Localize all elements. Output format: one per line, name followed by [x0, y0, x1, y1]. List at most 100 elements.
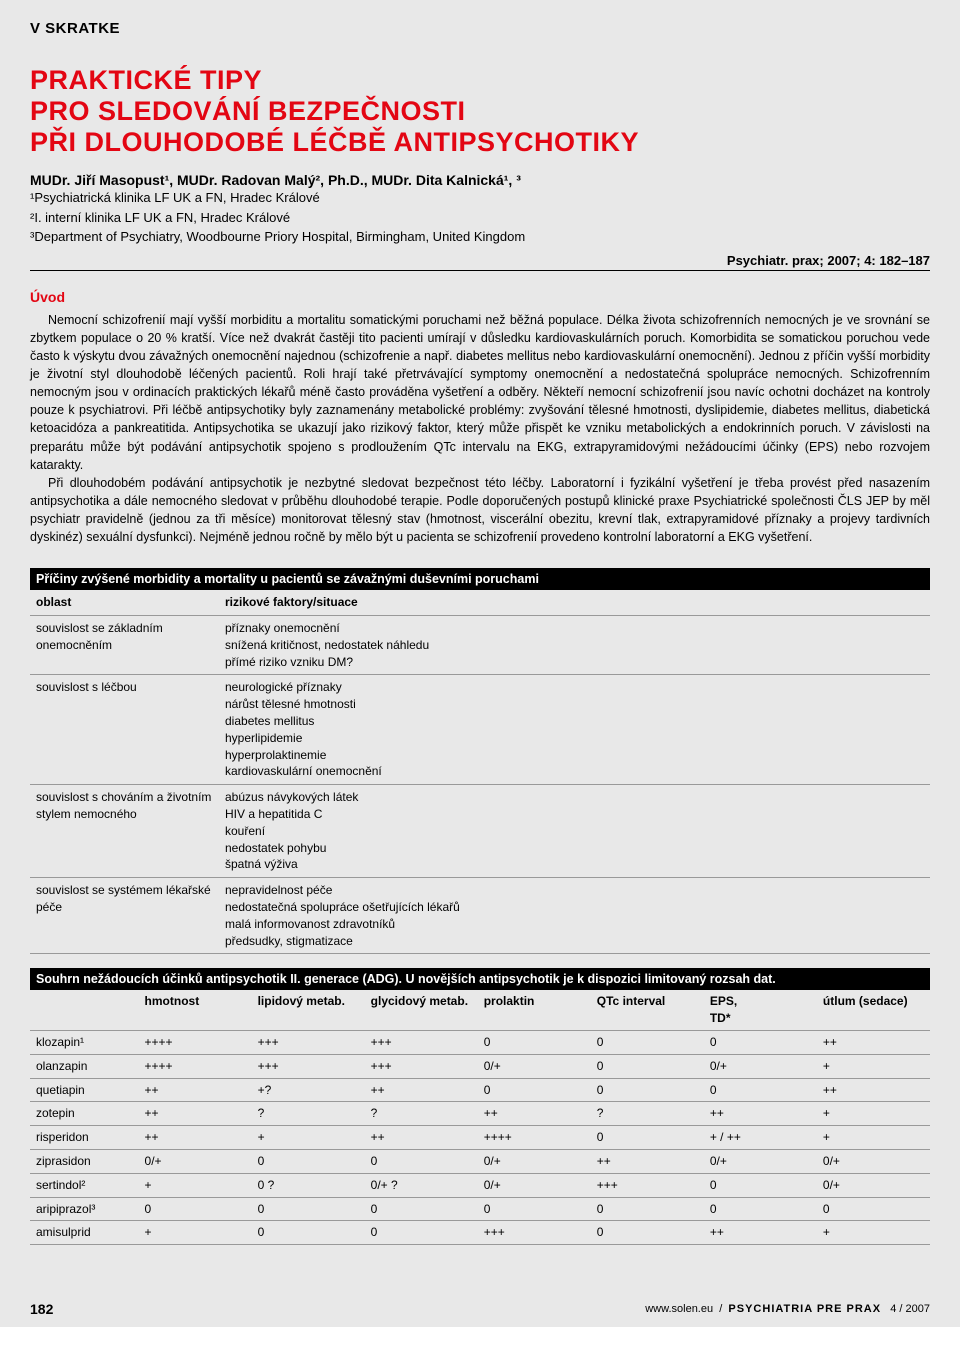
table2-cell: 0 — [704, 1078, 817, 1102]
table2-cell: 0 — [478, 1078, 591, 1102]
section-label: V SKRATKE — [30, 20, 930, 37]
table2-drug-name: amisulprid — [30, 1221, 139, 1245]
table2-cell: + / ++ — [704, 1126, 817, 1150]
table2-col-glycid: glycidový metab. — [365, 990, 478, 1030]
table1-factors: nepravidelnost péče nedostatečná spolupr… — [219, 878, 930, 954]
table2-cell: 0 — [817, 1197, 930, 1221]
table2-cell: 0/+ ? — [365, 1173, 478, 1197]
table2-cell: + — [817, 1102, 930, 1126]
table2-cell: ++ — [365, 1126, 478, 1150]
journal-reference: Psychiatr. prax; 2007; 4: 182–187 — [30, 253, 930, 271]
intro-paragraph-2: Při dlouhodobém podávání antipsychotik j… — [30, 474, 930, 547]
table1-header-factors: rizikové faktory/situace — [219, 590, 930, 615]
table2-row: ziprasidon0/+000/+++0/+0/+ — [30, 1149, 930, 1173]
table2-cell: 0/+ — [478, 1054, 591, 1078]
table2-cell: 0/+ — [817, 1149, 930, 1173]
intro-paragraph-1: Nemocní schizofrenií mají vyšší morbidit… — [30, 311, 930, 474]
table2-cell: +? — [252, 1078, 365, 1102]
table2-title: Souhrn nežádoucích účinků antipsychotik … — [30, 968, 930, 990]
footer-sep: / — [719, 1303, 722, 1315]
table2-cell: 0 — [704, 1173, 817, 1197]
table2-cell: 0 ? — [252, 1173, 365, 1197]
intro-body: Nemocní schizofrenií mají vyšší morbidit… — [30, 311, 930, 547]
table2-cell: ++ — [704, 1221, 817, 1245]
table2-drug-name: aripiprazol³ — [30, 1197, 139, 1221]
table1-title: Příčiny zvýšené morbidity a mortality u … — [30, 568, 930, 590]
table2-drug-name: olanzapin — [30, 1054, 139, 1078]
table1-factors: neurologické příznaky nárůst tělesné hmo… — [219, 675, 930, 785]
title-line-2: PRO SLEDOVÁNÍ BEZPEČNOSTI — [30, 96, 930, 127]
table2-col-eps: EPS, TD* — [704, 990, 817, 1030]
table2-cell: + — [139, 1221, 252, 1245]
affiliation-3: ³Department of Psychiatry, Woodbourne Pr… — [30, 227, 930, 247]
table2-col-hmotnost: hmotnost — [139, 990, 252, 1030]
title-line-3: PŘI DLOUHODOBÉ LÉČBĚ ANTIPSYCHOTIKY — [30, 127, 930, 158]
table2-cell: + — [817, 1054, 930, 1078]
table1-row: souvislost se základním onemocněním příz… — [30, 616, 930, 675]
table2-row: olanzapin++++++++++0/+00/++ — [30, 1054, 930, 1078]
table2-cell: +++ — [365, 1031, 478, 1055]
table2-cell: 0 — [704, 1031, 817, 1055]
table2-cell: 0 — [139, 1197, 252, 1221]
affiliation-1: ¹Psychiatrická klinika LF UK a FN, Hrade… — [30, 188, 930, 208]
table2-cell: 0 — [591, 1126, 704, 1150]
table2-cell: ++ — [704, 1102, 817, 1126]
table2-cell: ? — [365, 1102, 478, 1126]
footer-issue: 4 / 2007 — [890, 1303, 930, 1315]
table2-cell: 0/+ — [478, 1149, 591, 1173]
table2-cell: ++ — [139, 1102, 252, 1126]
table2-row: amisulprid+00+++0+++ — [30, 1221, 930, 1245]
affiliation-2: ²I. interní klinika LF UK a FN, Hradec K… — [30, 208, 930, 228]
table1-header-area: oblast — [30, 590, 219, 615]
page-footer: 182 www.solen.eu / PSYCHIATRIA PRE PRAX … — [30, 1295, 930, 1327]
table2-col-lipid: lipidový metab. — [252, 990, 365, 1030]
table2-cell: 0/+ — [704, 1054, 817, 1078]
article-title: PRAKTICKÉ TIPY PRO SLEDOVÁNÍ BEZPEČNOSTI… — [30, 65, 930, 158]
table1-area: souvislost se základním onemocněním — [30, 616, 219, 675]
table2-cell: ++++ — [139, 1031, 252, 1055]
table2-row: aripiprazol³0000000 — [30, 1197, 930, 1221]
table2-col-qtc: QTc interval — [591, 990, 704, 1030]
footer-right: www.solen.eu / PSYCHIATRIA PRE PRAX 4 / … — [645, 1303, 930, 1315]
table2-drug-name: ziprasidon — [30, 1149, 139, 1173]
table2-cell: 0 — [591, 1031, 704, 1055]
table2-col-utlum: útlum (sedace) — [817, 990, 930, 1030]
table2-cell: ++++ — [478, 1126, 591, 1150]
table1-area: souvislost s chováním a životním stylem … — [30, 785, 219, 878]
table2-drug-name: risperidon — [30, 1126, 139, 1150]
table2-drug-name: zotepin — [30, 1102, 139, 1126]
table2-cell: 0/+ — [478, 1173, 591, 1197]
footer-site: www.solen.eu — [645, 1303, 713, 1315]
table2-cell: + — [817, 1126, 930, 1150]
page-number: 182 — [30, 1301, 53, 1317]
table1: oblast rizikové faktory/situace souvislo… — [30, 590, 930, 954]
table2-cell: 0 — [252, 1149, 365, 1173]
table2-cell: 0/+ — [817, 1173, 930, 1197]
table2-cell: 0 — [252, 1221, 365, 1245]
table2-row: quetiapin+++?++000++ — [30, 1078, 930, 1102]
table1-factors: abúzus návykových látek HIV a hepatitida… — [219, 785, 930, 878]
table2-drug-name: quetiapin — [30, 1078, 139, 1102]
table2-col-prolaktin: prolaktin — [478, 990, 591, 1030]
table2-cell: 0 — [252, 1197, 365, 1221]
table2-drug-name: klozapin¹ — [30, 1031, 139, 1055]
table1-area: souvislost s léčbou — [30, 675, 219, 785]
table2-cell: 0/+ — [139, 1149, 252, 1173]
table2-cell: 0/+ — [704, 1149, 817, 1173]
table2-cell: + — [817, 1221, 930, 1245]
table2-cell: + — [252, 1126, 365, 1150]
table2-cell: +++ — [591, 1173, 704, 1197]
table2-row: sertindol²+0 ?0/+ ?0/++++00/+ — [30, 1173, 930, 1197]
table2-col-drug — [30, 990, 139, 1030]
table2-cell: +++ — [478, 1221, 591, 1245]
table2-cell: 0 — [478, 1197, 591, 1221]
table2-cell: ++ — [478, 1102, 591, 1126]
intro-heading: Úvod — [30, 289, 930, 305]
table2: hmotnost lipidový metab. glycidový metab… — [30, 990, 930, 1245]
table1-row: souvislost se systémem lékařské péče nep… — [30, 878, 930, 954]
table2-cell: 0 — [478, 1031, 591, 1055]
table2-cell: +++ — [252, 1054, 365, 1078]
table2-cell: 0 — [365, 1149, 478, 1173]
table1-row: souvislost s léčbou neurologické příznak… — [30, 675, 930, 785]
table2-drug-name: sertindol² — [30, 1173, 139, 1197]
